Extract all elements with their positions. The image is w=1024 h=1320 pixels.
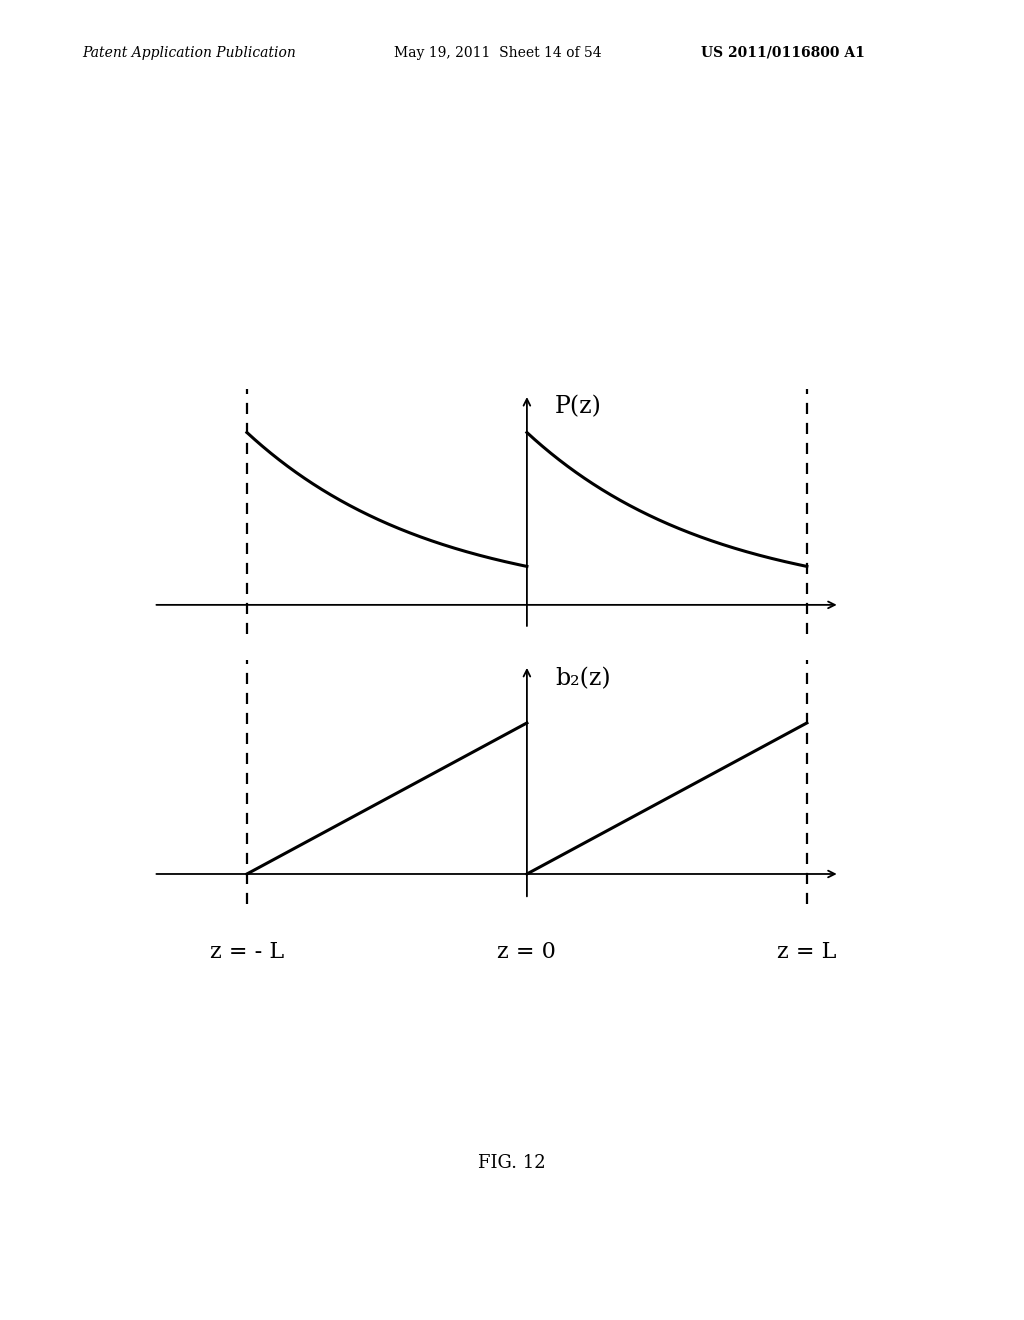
Text: b₂(z): b₂(z) xyxy=(555,667,610,690)
Text: P(z): P(z) xyxy=(555,396,602,418)
Text: FIG. 12: FIG. 12 xyxy=(478,1154,546,1172)
Text: z = 0: z = 0 xyxy=(498,941,556,964)
Text: z = - L: z = - L xyxy=(210,941,284,964)
Text: Patent Application Publication: Patent Application Publication xyxy=(82,46,296,59)
Text: May 19, 2011  Sheet 14 of 54: May 19, 2011 Sheet 14 of 54 xyxy=(394,46,602,59)
Text: US 2011/0116800 A1: US 2011/0116800 A1 xyxy=(701,46,865,59)
Text: z = L: z = L xyxy=(777,941,837,964)
